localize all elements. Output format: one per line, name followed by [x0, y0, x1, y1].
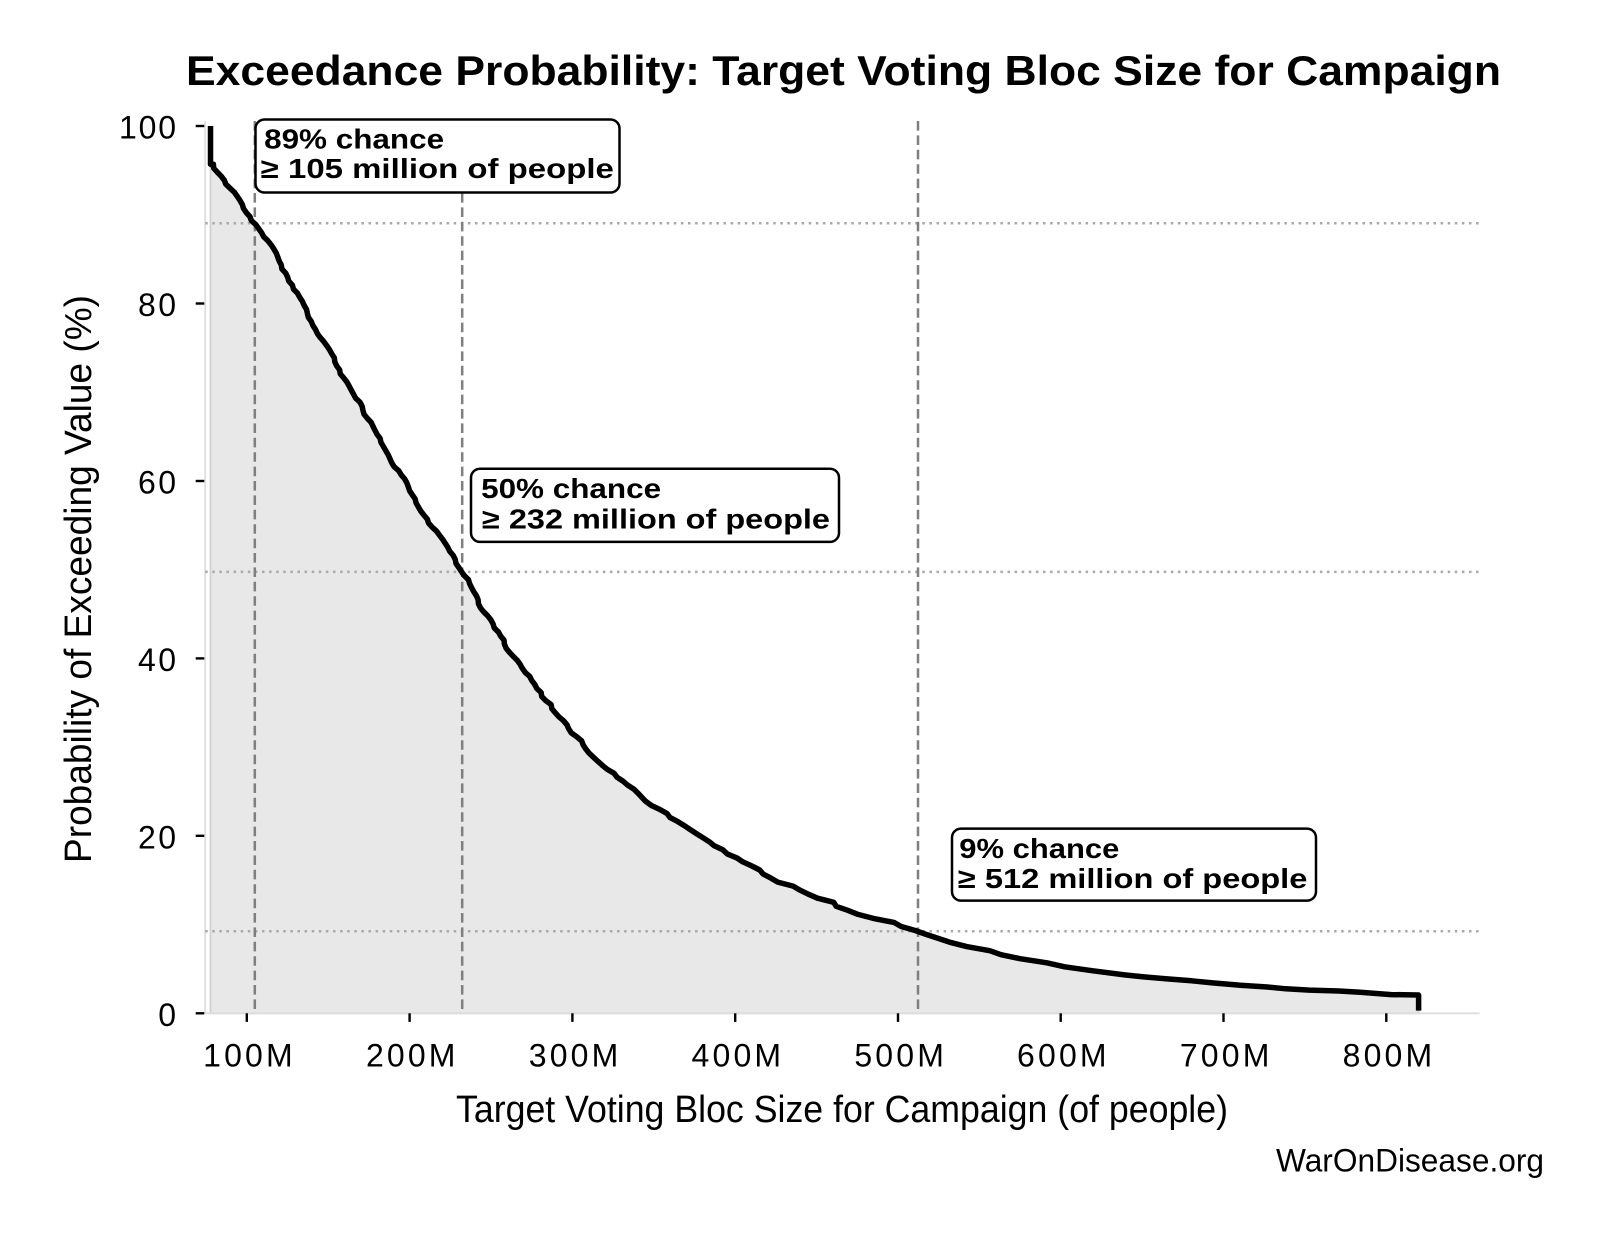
svg-text:800M: 800M	[1343, 1037, 1433, 1073]
svg-text:≥ 105 million of people: ≥ 105 million of people	[261, 153, 614, 184]
svg-text:Exceedance Probability: Target: Exceedance Probability: Target Voting Bl…	[186, 47, 1501, 94]
svg-text:300M: 300M	[529, 1037, 619, 1073]
svg-text:89% chance: 89% chance	[264, 124, 444, 155]
svg-text:≥ 512 million of people: ≥ 512 million of people	[958, 863, 1308, 894]
svg-text:Probability of Exceeding Value: Probability of Exceeding Value (%)	[58, 295, 100, 863]
svg-text:≥ 232 million of people: ≥ 232 million of people	[482, 503, 830, 534]
svg-text:400M: 400M	[692, 1037, 782, 1073]
svg-text:700M: 700M	[1180, 1037, 1270, 1073]
svg-text:600M: 600M	[1017, 1037, 1107, 1073]
svg-text:100M: 100M	[203, 1037, 293, 1073]
svg-text:50% chance: 50% chance	[481, 473, 661, 504]
svg-text:Target Voting Bloc Size for Ca: Target Voting Bloc Size for Campaign (of…	[456, 1089, 1228, 1131]
svg-text:200M: 200M	[366, 1037, 456, 1073]
svg-text:9% chance: 9% chance	[959, 833, 1119, 864]
svg-text:500M: 500M	[854, 1037, 944, 1073]
svg-text:100: 100	[119, 110, 176, 146]
svg-text:WarOnDisease.org: WarOnDisease.org	[1276, 1143, 1544, 1179]
svg-text:0: 0	[158, 997, 176, 1033]
